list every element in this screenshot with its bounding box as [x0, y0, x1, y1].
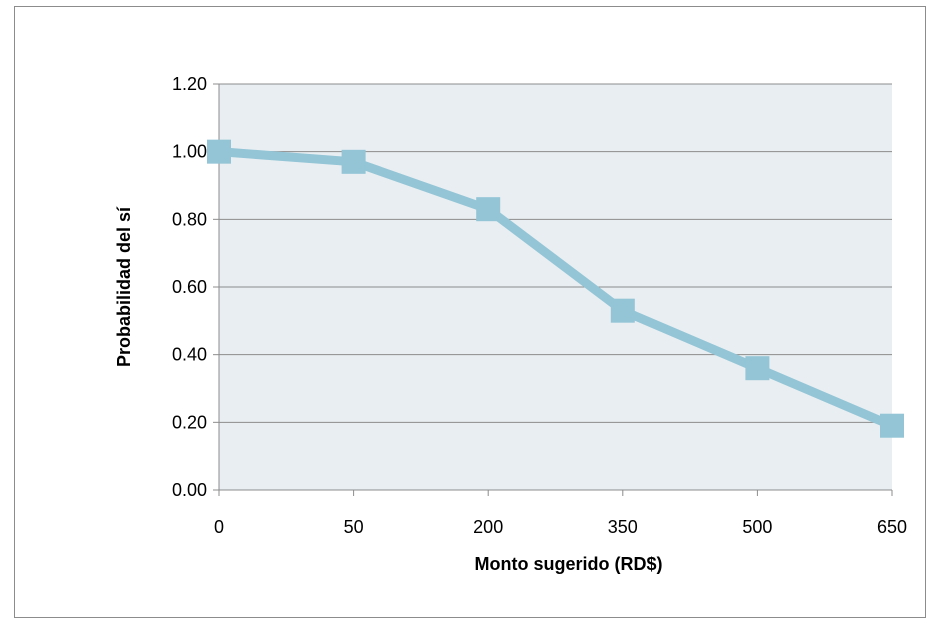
data-point-marker — [207, 139, 231, 164]
data-point-marker — [745, 356, 770, 381]
series-line — [214, 147, 897, 431]
gridlines — [213, 83, 892, 491]
data-point-marker — [610, 298, 635, 323]
y-tick-label: 0.00 — [172, 480, 207, 500]
data-point-marker — [341, 149, 366, 174]
y-axis-title: Probabilidad del sí — [114, 206, 134, 367]
y-tick-label: 0.20 — [172, 412, 207, 432]
x-tick-label: 500 — [742, 517, 772, 537]
y-tick-label: 0.80 — [172, 209, 207, 229]
x-axis-title: Monto sugerido (RD$) — [475, 554, 663, 574]
y-tick-label: 0.40 — [172, 345, 207, 365]
x-tick-label: 350 — [608, 517, 638, 537]
x-tick-label: 50 — [344, 517, 364, 537]
x-tick-label: 650 — [877, 517, 907, 537]
series-layer — [207, 139, 904, 438]
x-tick-labels: 0 50 200 350 500 650 — [214, 490, 907, 537]
y-tick-label: 1.00 — [172, 142, 207, 162]
data-point-marker — [880, 413, 904, 438]
y-tick-label: 0.60 — [172, 277, 207, 297]
x-tick-label: 0 — [214, 517, 224, 537]
x-tick-label: 200 — [473, 517, 503, 537]
y-tick-labels: 0.00 0.20 0.40 0.60 0.80 1.00 1.20 — [172, 74, 207, 500]
data-point-marker — [476, 197, 501, 222]
y-tick-label: 1.20 — [172, 74, 207, 94]
